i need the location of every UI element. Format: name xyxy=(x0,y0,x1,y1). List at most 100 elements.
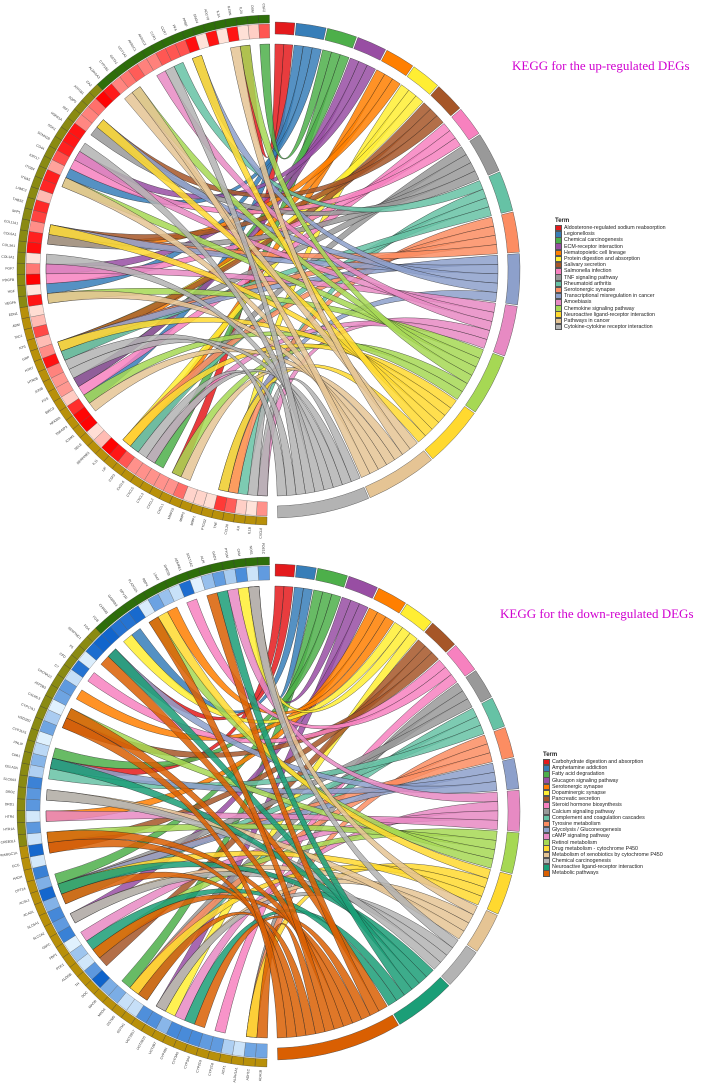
legend-item: Amphetamine addiction xyxy=(543,765,663,772)
gene-label: COL11A1 xyxy=(3,219,18,226)
gene-label: THBS2 xyxy=(12,197,24,204)
gene-label: AOX1 xyxy=(221,1065,227,1075)
chord-ribbon xyxy=(206,592,380,1016)
gene-logfc-cell xyxy=(243,1042,257,1058)
legend-item: Retinol metabolism xyxy=(543,839,663,846)
term-sector xyxy=(505,253,521,306)
legend-swatch xyxy=(555,305,562,312)
gene-label: GSTA1 xyxy=(109,54,119,65)
legend-label: Pancreatic secretion xyxy=(552,796,600,803)
term-sector xyxy=(493,304,518,357)
gene-logfc-cell xyxy=(28,843,45,858)
term-sector xyxy=(295,565,317,581)
legend-swatch xyxy=(555,286,562,294)
gene-sector xyxy=(17,284,27,297)
chord-ribbon xyxy=(138,911,316,1036)
legend-label: Salivary secretion xyxy=(564,262,606,269)
term-sector xyxy=(353,37,386,61)
term-sector xyxy=(465,670,492,703)
gene-label: CPA1 xyxy=(11,752,20,758)
gene-label: DHRS9 xyxy=(163,564,171,576)
gene-label: PCK1 xyxy=(55,963,65,972)
gene-label: HSPA1A xyxy=(50,111,64,122)
gene-label: FGB xyxy=(92,615,100,623)
gene-label: CCR1 xyxy=(149,31,157,41)
gene-label: LRAT xyxy=(153,572,160,581)
gene-label: MMP10 xyxy=(167,507,175,519)
legend-label: Serotonergic synapse xyxy=(552,783,604,790)
term-sector xyxy=(502,758,520,790)
gene-label: SGK1 xyxy=(47,123,57,131)
chord-ribbon xyxy=(259,43,332,160)
chord-ribbon xyxy=(64,334,287,497)
legend-label: Carbohydrate digestion and absorption xyxy=(552,759,644,766)
gene-label: IL11 xyxy=(92,458,99,465)
legend-swatch xyxy=(543,845,550,852)
legend-swatch xyxy=(543,839,550,846)
gene-label: HTR2B xyxy=(27,376,39,385)
gene-label: ADM xyxy=(12,323,20,329)
term-sector xyxy=(274,21,296,36)
legend-label: Glycolysis / Gluconeogenesis xyxy=(552,827,622,834)
up-legend-items: Aldosterone-regulated sodium reabsorptio… xyxy=(555,224,666,331)
gene-label: IL1B xyxy=(247,526,252,534)
gene-label: CYP1B1 xyxy=(98,60,109,73)
chord-ribbon xyxy=(230,46,411,455)
gene-label: ICAM1 xyxy=(65,434,76,444)
term-sector xyxy=(424,406,475,460)
legend-swatch xyxy=(555,280,562,288)
gene-logfc-cell xyxy=(256,501,268,517)
legend-label: Legionellosis xyxy=(564,231,595,238)
legend-label: cAMP signaling pathway xyxy=(552,833,610,840)
chord-ribbon xyxy=(248,586,459,949)
gene-sector xyxy=(255,516,268,526)
gene-label: UGT2B7 xyxy=(148,1041,158,1055)
down-legend: Term Carbohydrate digestion and absorpti… xyxy=(543,752,663,877)
gene-sector xyxy=(233,558,247,568)
gene-sector xyxy=(209,561,224,573)
legend-label: Transcriptional misregulation in cancer xyxy=(564,293,655,300)
gene-sector xyxy=(23,327,35,341)
gene-label: UGT1A1 xyxy=(117,45,128,58)
gene-label: PNLIP xyxy=(13,740,24,747)
gene-label: SERPINC1 xyxy=(67,626,82,640)
gene-sector xyxy=(213,19,227,30)
legend-item: Chemokine signaling pathway xyxy=(555,305,666,312)
gene-sector xyxy=(19,762,30,777)
legend-swatch xyxy=(555,268,562,275)
gene-sector xyxy=(21,751,33,765)
chord-ribbon xyxy=(131,86,371,478)
legend-swatch xyxy=(543,771,550,778)
gene-label: ADH1C xyxy=(245,1068,250,1080)
legend-item: Pathways in cancer xyxy=(555,317,666,325)
legend-item: Protein digestion and absorption xyxy=(555,255,666,263)
legend-label: Drug metabolism - cytochrome P450 xyxy=(552,845,638,852)
gene-label: ALDOB xyxy=(61,972,73,983)
chord-ribbon xyxy=(156,70,493,331)
legend-label: Serotonergic synapse xyxy=(564,286,616,293)
legend-label: Rheumatoid arthritis xyxy=(564,280,612,287)
down-legend-items: Carbohydrate digestion and absorption Amp… xyxy=(543,758,663,877)
gene-sector xyxy=(17,786,27,800)
gene-sector xyxy=(245,557,259,567)
legend-item: Chemical carcinogenesis xyxy=(555,237,666,244)
gene-label: JUNB xyxy=(34,386,44,394)
legend-swatch xyxy=(555,231,562,238)
legend-item: Steroid hormone biosynthesis xyxy=(543,802,663,809)
legend-label: Glucagon signaling pathway xyxy=(552,777,619,784)
legend-swatch xyxy=(555,255,562,263)
up-chart-title: KEGG for the up-regulated DEGs xyxy=(512,58,690,73)
gene-label: ALDH1A1 xyxy=(232,1067,238,1083)
chord-ribbon xyxy=(192,55,433,437)
legend-swatch xyxy=(555,311,562,318)
gene-sector xyxy=(258,14,270,24)
legend-item: Pancreatic secretion xyxy=(543,795,663,803)
gene-label: CYP11A1 xyxy=(12,726,27,734)
chord-ribbon xyxy=(69,137,461,215)
legend-label: Metabolism of xenobiotics by cytochrome … xyxy=(552,851,663,858)
legend-item: Hematopoietic cell lineage xyxy=(555,249,666,257)
term-sector xyxy=(424,622,455,653)
gene-label: HTR4 xyxy=(5,815,14,819)
gene-label: GRP xyxy=(22,355,31,362)
gene-label: IL24 xyxy=(239,7,244,14)
